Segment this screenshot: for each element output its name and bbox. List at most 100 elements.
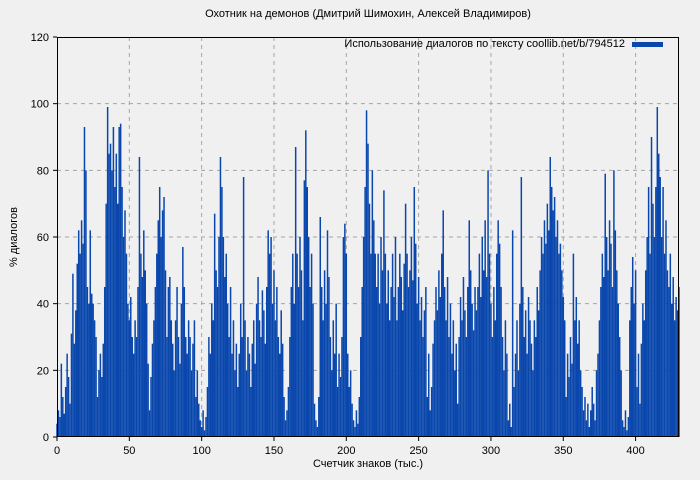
bar [370, 253, 372, 437]
bar [624, 410, 627, 437]
bar [196, 370, 199, 437]
bar [401, 310, 404, 437]
bar [543, 220, 546, 437]
bar [184, 337, 187, 437]
bar [255, 303, 258, 437]
bar [642, 303, 644, 437]
bar [535, 337, 537, 437]
bar [119, 123, 122, 438]
y-tick-label: 0 [43, 432, 49, 444]
bar [669, 253, 672, 437]
x-tick-label: 0 [54, 445, 60, 457]
bar [170, 320, 173, 437]
bar [581, 387, 583, 437]
bar [105, 203, 107, 437]
bar [637, 353, 640, 437]
bar [144, 270, 146, 437]
bar [491, 337, 494, 437]
bar [310, 253, 313, 437]
bar [662, 187, 664, 437]
bar [643, 320, 646, 437]
bar [417, 277, 420, 437]
bar [579, 370, 582, 437]
bar [414, 243, 417, 437]
bar [407, 287, 410, 437]
bar [371, 170, 374, 437]
bar [141, 277, 144, 437]
bar [429, 410, 431, 437]
bar [497, 220, 499, 437]
bar [585, 420, 588, 437]
bar [186, 353, 188, 437]
bar [195, 397, 197, 437]
bar [462, 277, 465, 437]
bar [362, 237, 365, 437]
bar [267, 230, 269, 437]
bar [216, 287, 219, 437]
bar [76, 263, 78, 437]
bar [649, 253, 651, 437]
bar [264, 343, 267, 437]
bar [378, 303, 381, 437]
bar [574, 320, 576, 437]
bar [400, 277, 403, 437]
bar [432, 343, 434, 437]
y-tick-label: 80 [37, 165, 49, 177]
y-axis-title: % диалогов [8, 207, 20, 267]
bar [600, 287, 602, 437]
bar [296, 253, 298, 437]
bar [254, 363, 256, 437]
bar [482, 270, 485, 437]
bar [161, 210, 164, 437]
bar [176, 287, 178, 437]
bar [582, 410, 585, 437]
bar [410, 237, 413, 437]
bar [367, 143, 369, 438]
bar [169, 277, 171, 437]
bar [383, 190, 385, 437]
bar [561, 270, 563, 437]
bar [465, 337, 468, 437]
bar [219, 157, 222, 437]
bar [156, 253, 158, 437]
bar [520, 177, 523, 437]
bar [192, 343, 194, 437]
bar [244, 320, 246, 437]
bar [103, 287, 106, 437]
bar [433, 320, 436, 437]
bar [559, 243, 562, 437]
bar [226, 303, 229, 437]
bar [390, 287, 392, 437]
bar [569, 337, 572, 437]
bar [187, 320, 190, 437]
bar [108, 153, 110, 438]
bar [279, 353, 281, 437]
bar [96, 397, 99, 437]
bar [313, 403, 316, 437]
bar [218, 237, 220, 437]
bar [277, 337, 280, 437]
bar [287, 387, 290, 437]
bar [446, 277, 449, 437]
bar [345, 253, 348, 437]
bar [241, 337, 243, 437]
bar [656, 107, 659, 437]
bar [303, 180, 306, 437]
bar [79, 253, 81, 437]
bar [653, 237, 656, 437]
bar [59, 417, 61, 437]
bar [90, 293, 93, 437]
bar [443, 287, 446, 437]
bar [511, 230, 514, 437]
bar [134, 320, 136, 437]
bar [252, 320, 255, 437]
bar [438, 270, 440, 437]
bar [130, 297, 132, 437]
bar [238, 353, 241, 437]
bar [164, 270, 167, 437]
bar [646, 237, 648, 437]
bar [138, 157, 141, 437]
bar [355, 410, 358, 437]
bar [475, 310, 478, 437]
bar [523, 337, 525, 437]
